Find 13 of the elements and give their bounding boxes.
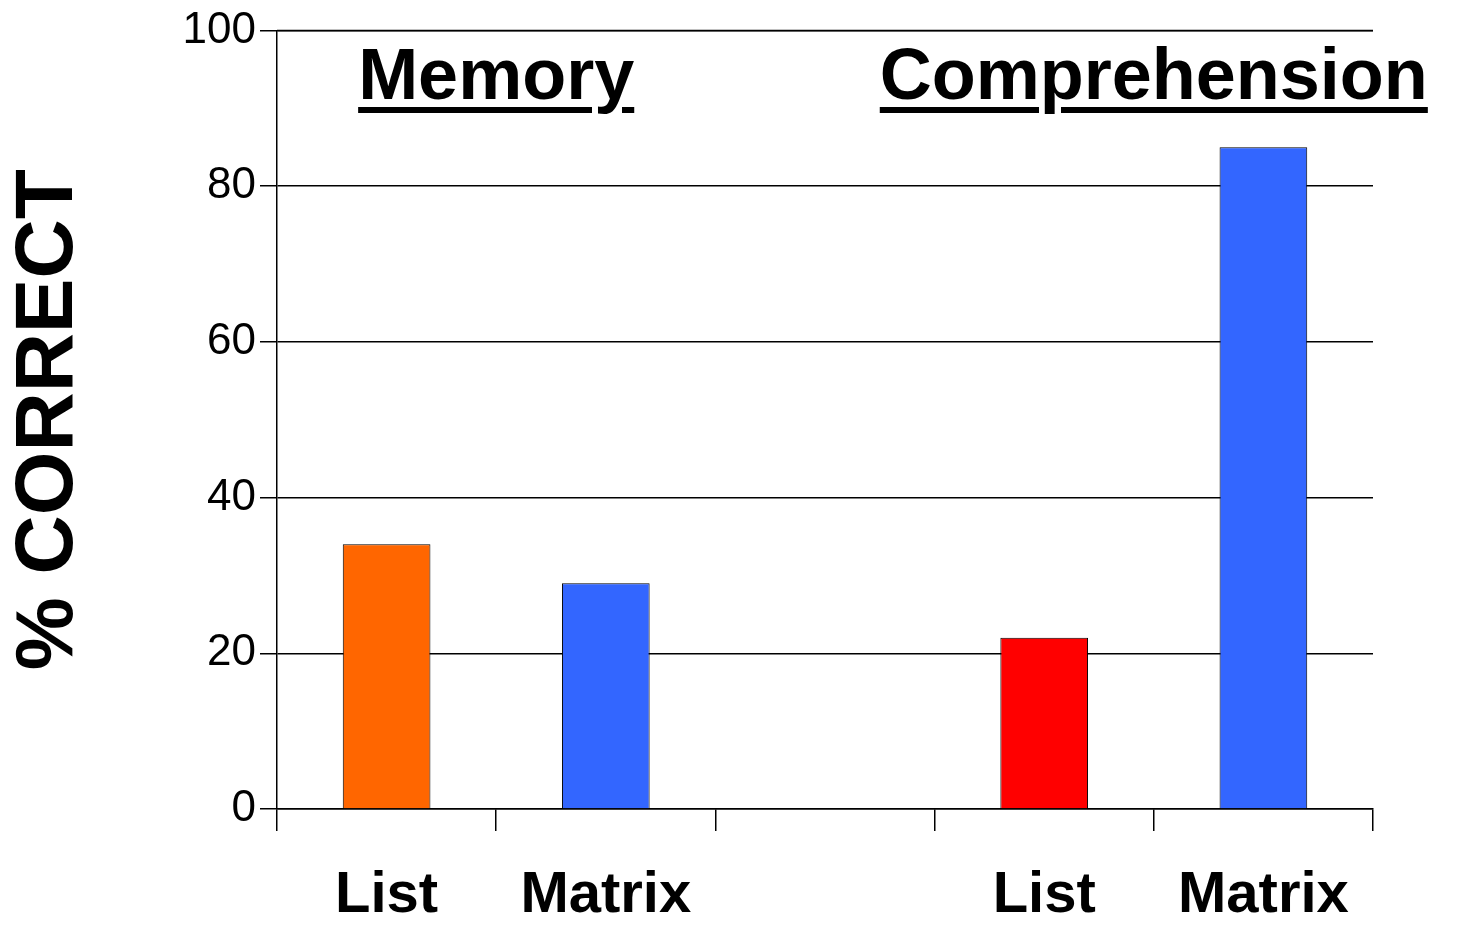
annotation: Memory bbox=[358, 34, 635, 114]
y-axis-title: % CORRECT bbox=[0, 169, 89, 671]
y-tick-label: 40 bbox=[207, 469, 256, 519]
y-tick-label: 20 bbox=[207, 625, 256, 675]
x-tick-label: List bbox=[992, 858, 1096, 924]
y-tick-label: 100 bbox=[182, 2, 256, 52]
y-tick-label: 0 bbox=[231, 781, 256, 831]
annotation: Comprehension bbox=[879, 34, 1428, 114]
y-tick-label: 60 bbox=[207, 313, 256, 363]
x-tick-label: Matrix bbox=[520, 858, 692, 924]
y-tick-label: 80 bbox=[207, 158, 256, 208]
x-tick-label: List bbox=[335, 858, 439, 924]
x-tick-label: Matrix bbox=[1177, 858, 1349, 924]
